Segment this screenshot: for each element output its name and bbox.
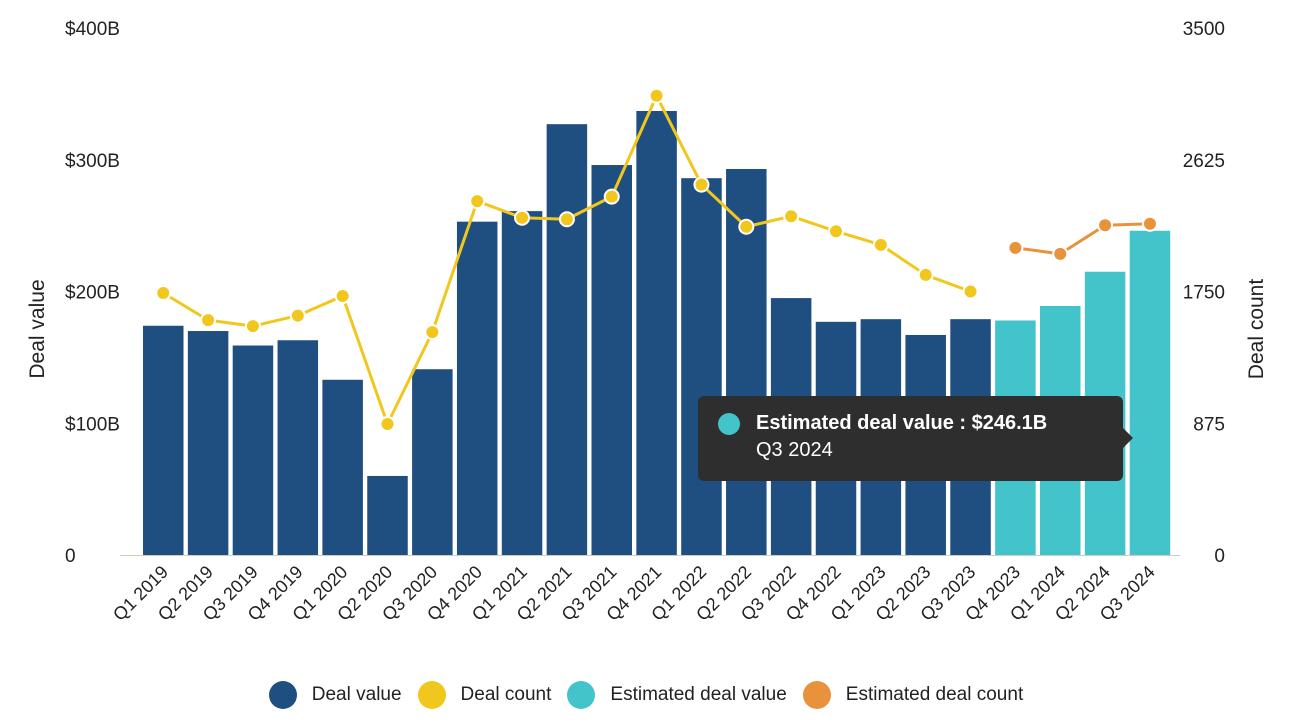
y-left-tick-label: $100B bbox=[65, 414, 120, 435]
legend-item-estimated-deal-value[interactable]: Estimated deal value bbox=[567, 681, 787, 709]
deal-count-point[interactable] bbox=[424, 324, 441, 341]
deal-count-point[interactable] bbox=[738, 218, 755, 235]
chart-legend: Deal value Deal count Estimated deal val… bbox=[0, 681, 1292, 709]
y-left-tick-label: $300B bbox=[65, 151, 120, 172]
deal-count-point[interactable] bbox=[200, 312, 217, 329]
deal-value-bar[interactable] bbox=[367, 475, 408, 555]
deal-value-bar[interactable] bbox=[322, 379, 363, 555]
deal-count-point[interactable] bbox=[155, 285, 172, 302]
y-right-axis-title: Deal count bbox=[1245, 279, 1268, 380]
deal-value-bar[interactable] bbox=[143, 325, 184, 555]
deal-count-point[interactable] bbox=[514, 209, 531, 226]
deal-value-bar[interactable] bbox=[681, 178, 722, 555]
deal-count-point[interactable] bbox=[379, 416, 396, 433]
legend-dot-icon bbox=[567, 681, 596, 709]
y-left-tick-label: 0 bbox=[65, 546, 76, 567]
legend-dot-icon bbox=[417, 681, 446, 709]
deal-value-bar[interactable] bbox=[187, 331, 229, 555]
deal-count-point[interactable] bbox=[334, 288, 351, 305]
y-left-axis-title: Deal value bbox=[26, 279, 49, 378]
estimated-deal-count-point[interactable] bbox=[1052, 245, 1069, 262]
estimated-deal-count-point[interactable] bbox=[1141, 215, 1158, 232]
deal-count-point[interactable] bbox=[693, 176, 710, 193]
legend-label: Estimated deal count bbox=[845, 684, 1024, 705]
legend-label: Deal value bbox=[311, 684, 402, 705]
deal-count-point[interactable] bbox=[962, 283, 979, 300]
deal-count-point[interactable] bbox=[828, 223, 844, 240]
legend-item-deal-value[interactable]: Deal value bbox=[268, 681, 402, 709]
deal-count-point[interactable] bbox=[648, 87, 665, 104]
deal-value-bar[interactable] bbox=[501, 211, 543, 555]
legend-dot-icon bbox=[802, 681, 831, 709]
tooltip-title: Estimated deal value : $246.1B bbox=[756, 412, 1048, 434]
y-left-tick-label: $200B bbox=[65, 283, 120, 304]
legend-item-estimated-deal-count[interactable]: Estimated deal count bbox=[802, 681, 1024, 709]
y-right-tick-label: 0 bbox=[1214, 546, 1225, 567]
chart-tooltip: Estimated deal value : $246.1B Q3 2024 bbox=[698, 396, 1133, 481]
deal-count-point[interactable] bbox=[783, 208, 800, 225]
deal-count-point[interactable] bbox=[469, 193, 486, 210]
y-right-tick-label: 1750 bbox=[1183, 283, 1225, 304]
deal-value-bar[interactable] bbox=[232, 345, 274, 555]
y-right-tick-label: 3500 bbox=[1183, 19, 1225, 40]
legend-label: Estimated deal value bbox=[610, 684, 787, 705]
estimated-deal-count-point[interactable] bbox=[1007, 239, 1024, 256]
y-right-tick-label: 2625 bbox=[1183, 151, 1225, 172]
y-right-tick-label: 875 bbox=[1193, 414, 1225, 435]
deal-value-bar[interactable] bbox=[277, 340, 319, 555]
estimated-deal-count-line bbox=[1015, 222, 1151, 256]
legend-label: Deal count bbox=[460, 684, 552, 705]
tooltip-subtitle: Q3 2024 bbox=[756, 439, 833, 461]
deal-count-point[interactable] bbox=[603, 188, 620, 205]
tooltip-color-dot-icon bbox=[718, 412, 740, 435]
y-left-tick-label: $400B bbox=[65, 19, 120, 40]
deal-count-point[interactable] bbox=[917, 266, 934, 283]
deal-count-point[interactable] bbox=[872, 236, 889, 253]
deal-count-point[interactable] bbox=[558, 211, 575, 228]
estimated-deal-value-bar[interactable] bbox=[1129, 230, 1171, 555]
deal-value-bar[interactable] bbox=[591, 165, 633, 555]
deal-count-point[interactable] bbox=[244, 318, 261, 335]
legend-item-deal-count[interactable]: Deal count bbox=[417, 681, 552, 709]
deal-value-bar[interactable] bbox=[456, 221, 498, 556]
estimated-deal-count-point[interactable] bbox=[1097, 217, 1114, 234]
legend-dot-icon bbox=[268, 681, 297, 709]
deal-value-bar[interactable] bbox=[546, 124, 588, 556]
deal-value-bar[interactable] bbox=[636, 111, 677, 555]
deal-count-point[interactable] bbox=[289, 307, 306, 324]
deal-value-bar[interactable] bbox=[412, 369, 453, 555]
